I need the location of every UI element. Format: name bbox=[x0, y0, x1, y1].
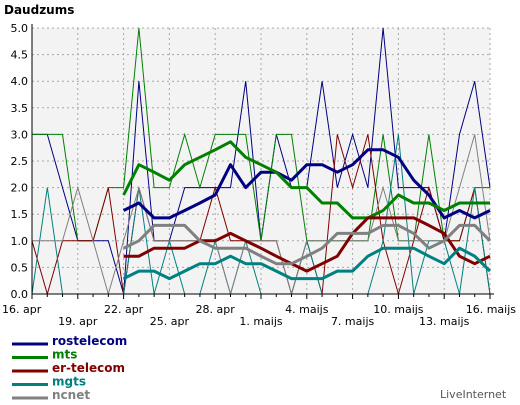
x-tick-label: 22. apr bbox=[104, 303, 144, 316]
series-average-rostelecom bbox=[122, 148, 491, 220]
legend-label-mts: mts bbox=[52, 348, 77, 362]
x-tick-label: 25. apr bbox=[150, 315, 190, 328]
y-tick-label: 2.5 bbox=[11, 155, 29, 168]
x-tick-label: 10. maijs bbox=[373, 303, 424, 316]
x-tick-label: 4. maijs bbox=[285, 303, 329, 316]
series-average-er-telecom bbox=[123, 216, 491, 273]
y-tick-label: 4.0 bbox=[11, 75, 29, 88]
y-tick-label: 2.0 bbox=[11, 182, 29, 195]
tick-labels: 0.0 0.5 1.0 1.5 2.0 2.5 3.0 3.5 4.0 4.5 5.0 16. apr… bbox=[2, 22, 516, 328]
brand-label: LiveInternet bbox=[440, 388, 507, 401]
y-tick-label: 3.5 bbox=[11, 102, 29, 115]
x-tick-label: 13. maijs bbox=[419, 315, 470, 328]
x-tick-label: 7. maijs bbox=[331, 315, 375, 328]
x-tick-label: 28. apr bbox=[196, 303, 236, 316]
x-tick-label: 16. maijs bbox=[466, 303, 517, 316]
series-average-ncnet bbox=[122, 223, 492, 266]
y-tick-label: 4.5 bbox=[11, 49, 29, 62]
x-tick-label: 19. apr bbox=[58, 315, 98, 328]
legend-label-rostelecom: rostelecom bbox=[52, 334, 127, 348]
y-tick-label: 5.0 bbox=[11, 22, 29, 35]
y-axis-title: Daudzums bbox=[4, 3, 74, 17]
x-tick-label: 1. maijs bbox=[239, 315, 283, 328]
legend-label-ncnet: ncnet bbox=[52, 388, 90, 402]
y-tick-label: 1.0 bbox=[11, 235, 29, 248]
y-tick-label: 0.0 bbox=[11, 288, 29, 301]
y-tick-label: 1.5 bbox=[11, 208, 29, 221]
average-series-lines bbox=[122, 140, 492, 281]
y-tick-label: 0.5 bbox=[11, 261, 29, 274]
series-average-mgts bbox=[122, 246, 492, 281]
legend-label-er-telecom: er-telecom bbox=[52, 361, 125, 375]
y-tick-label: 3.0 bbox=[11, 128, 29, 141]
axes bbox=[31, 24, 494, 299]
x-tick-label: 16. apr bbox=[2, 303, 42, 316]
legend-label-mgts: mgts bbox=[52, 375, 86, 389]
series-average-mts bbox=[122, 140, 490, 220]
